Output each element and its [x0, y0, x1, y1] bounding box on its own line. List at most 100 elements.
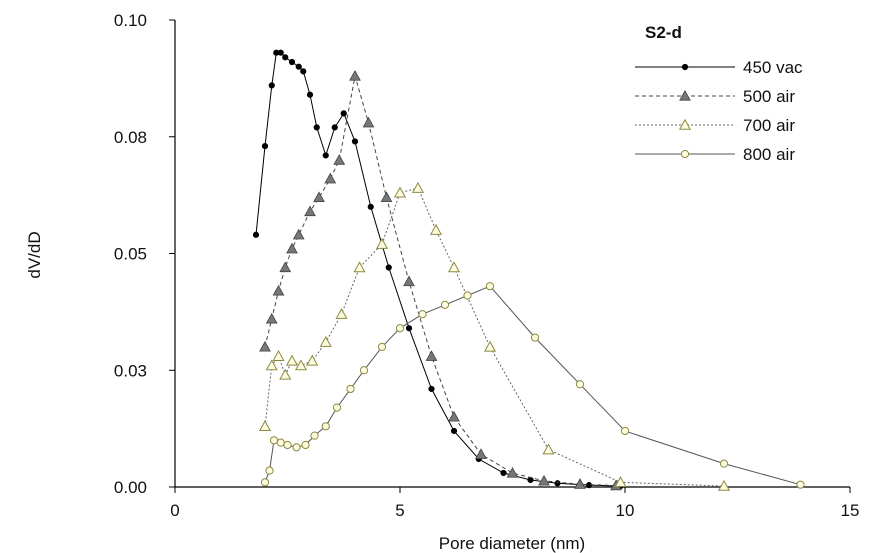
data-point: [310, 431, 319, 440]
y-axis-label: dV/dD: [25, 231, 44, 278]
data-point: [295, 63, 302, 70]
data-point: [425, 350, 438, 361]
data-point: [259, 340, 271, 352]
y-tick-label: 0.03: [114, 361, 147, 380]
data-point: [375, 237, 389, 249]
data-point: [362, 116, 375, 128]
plot-area: 0 5 10 15 0.00 0.03 0.05 0.08 0.10: [114, 11, 860, 520]
x-tick-label: 10: [616, 501, 635, 520]
data-point: [500, 469, 507, 477]
data-point: [332, 403, 342, 412]
data-point: [393, 186, 407, 198]
data-point: [301, 440, 310, 450]
legend-marker: [678, 118, 692, 130]
legend-item: 500 air: [635, 87, 795, 106]
data-point: [385, 264, 392, 271]
data-point: [322, 152, 329, 159]
data-point: [717, 479, 731, 491]
data-point: [538, 474, 550, 486]
data-point: [346, 384, 355, 394]
legend: 450 vac 500 air 700 air 800 air: [635, 58, 803, 164]
y-tick-label: 0.05: [114, 245, 147, 264]
data-point: [283, 440, 292, 450]
data-point: [574, 478, 586, 489]
data-point: [272, 284, 285, 296]
data-point: [321, 422, 330, 431]
legend-item: 800 air: [635, 145, 795, 164]
data-point: [285, 354, 299, 366]
data-point: [351, 138, 359, 145]
data-point: [796, 480, 805, 489]
y-tick-label: 0.00: [114, 478, 147, 497]
data-point: [279, 261, 292, 273]
data-point: [300, 68, 307, 75]
data-point: [349, 70, 361, 81]
data-point: [485, 282, 495, 291]
data-point: [313, 191, 325, 203]
y-tick-label: 0.10: [114, 11, 147, 30]
legend-item: 450 vac: [635, 58, 803, 77]
data-point: [395, 324, 405, 333]
data-point: [359, 366, 369, 375]
data-point: [279, 368, 292, 380]
x-tick-label: 5: [395, 501, 404, 520]
legend-label: 800 air: [743, 145, 795, 164]
data-point: [620, 426, 630, 436]
data-point: [475, 448, 487, 459]
data-point: [340, 110, 347, 117]
data-point: [268, 82, 275, 89]
data-point: [447, 261, 461, 273]
data-point: [719, 459, 729, 468]
data-point: [252, 231, 260, 238]
data-point: [277, 49, 284, 56]
data-point: [331, 124, 338, 131]
data-point: [313, 124, 320, 131]
data-point: [530, 333, 540, 342]
data-point: [282, 54, 289, 61]
data-point: [294, 359, 308, 371]
series-line: [255, 52, 621, 487]
data-point: [585, 482, 593, 489]
data-point: [367, 203, 374, 210]
data-point: [333, 154, 346, 165]
data-point: [269, 436, 279, 445]
series-450-vac: [252, 49, 624, 490]
data-point: [463, 291, 472, 300]
data-point: [506, 466, 519, 478]
data-point: [288, 58, 296, 66]
data-point: [448, 410, 460, 422]
data-point: [286, 242, 298, 254]
series-700-air: [258, 181, 731, 491]
legend-title: S2-d: [645, 23, 682, 42]
data-point: [450, 427, 458, 435]
data-point: [483, 340, 497, 352]
data-point: [405, 325, 413, 332]
y-tick-label: 0.08: [114, 128, 147, 147]
data-point: [614, 476, 627, 488]
data-point: [319, 335, 332, 347]
series-800-air: [260, 282, 805, 489]
legend-marker: [680, 149, 690, 159]
data-point: [265, 466, 274, 475]
data-point: [418, 310, 427, 319]
data-point: [261, 142, 269, 150]
data-point: [353, 261, 366, 273]
data-point: [554, 480, 561, 487]
legend-label: 500 air: [743, 87, 795, 106]
data-point: [292, 228, 305, 240]
legend-label: 450 vac: [743, 58, 803, 77]
data-point: [258, 420, 272, 431]
data-point: [380, 191, 393, 203]
data-point: [272, 350, 285, 361]
data-point: [335, 307, 348, 319]
data-point: [304, 205, 316, 217]
legend-label: 700 air: [743, 116, 795, 135]
data-point: [429, 223, 443, 235]
data-point: [276, 438, 285, 447]
data-point: [527, 476, 534, 484]
data-point: [440, 300, 450, 309]
data-point: [306, 354, 319, 366]
data-point: [260, 478, 270, 487]
x-axis-label: Pore diameter (nm): [439, 534, 585, 553]
